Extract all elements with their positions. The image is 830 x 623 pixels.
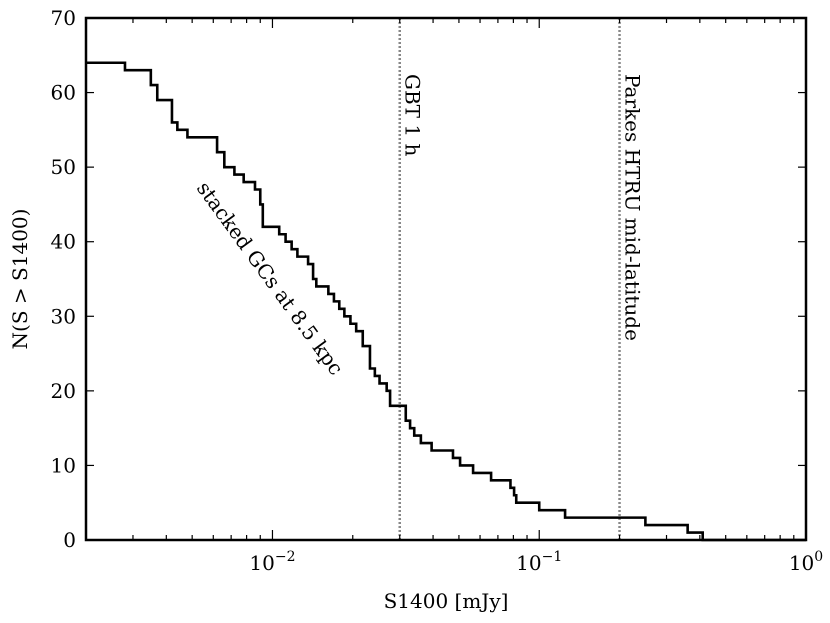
y-tick-label: 30 <box>51 304 76 328</box>
series-layer <box>86 61 806 542</box>
annotations: GBT 1 h Parkes HTRU mid-latitude stacked G… <box>192 74 645 379</box>
y-tick-label: 20 <box>51 379 76 403</box>
y-tick-label: 60 <box>51 81 76 105</box>
series-label: stacked GCs at 8.5 kpc <box>192 177 348 380</box>
plot-frame <box>84 16 808 542</box>
reference-lines <box>398 18 621 540</box>
series-line <box>86 61 806 542</box>
x-axis-title: S1400 [mJy] <box>384 589 509 613</box>
y-tick-label: 40 <box>51 230 76 254</box>
y-tick-label: 10 <box>51 453 76 477</box>
x-tick-label: 100 <box>789 549 823 575</box>
y-tick-label: 0 <box>63 528 76 552</box>
x-tick-label: 10−1 <box>516 549 562 575</box>
y-tick-label: 70 <box>51 6 76 30</box>
y-axis: 0 10 20 30 40 50 60 70 <box>51 6 806 552</box>
reference-line-label: Parkes HTRU mid-latitude <box>621 74 645 341</box>
y-tick-label: 50 <box>51 155 76 179</box>
reference-line-label: GBT 1 h <box>401 74 425 156</box>
x-tick-label: 10−2 <box>249 549 295 575</box>
x-axis: 10−2 10−1 100 <box>85 18 823 575</box>
y-axis-title: N(S > S1400) <box>8 209 32 350</box>
